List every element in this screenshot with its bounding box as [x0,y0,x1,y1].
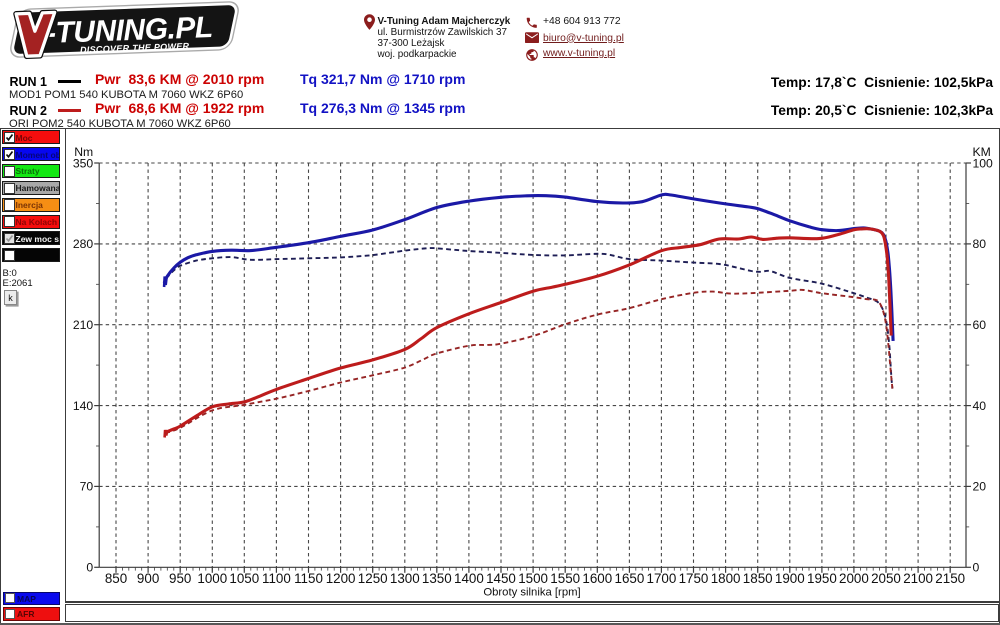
svg-text:1600: 1600 [582,571,612,586]
svg-text:1650: 1650 [615,571,645,586]
svg-text:1500: 1500 [518,571,548,586]
svg-text:2000: 2000 [839,571,869,586]
svg-text:1450: 1450 [486,571,516,586]
svg-text:1250: 1250 [358,571,388,586]
svg-text:900: 900 [137,571,159,586]
svg-text:100: 100 [973,156,994,170]
svg-text:1050: 1050 [229,571,259,586]
svg-text:60: 60 [973,318,987,332]
svg-text:1900: 1900 [775,571,805,586]
svg-text:1200: 1200 [326,571,356,586]
svg-text:1850: 1850 [743,571,773,586]
svg-text:1800: 1800 [711,571,741,586]
svg-text:20: 20 [973,480,987,494]
svg-text:950: 950 [169,571,191,586]
svg-text:70: 70 [80,480,94,494]
svg-text:1150: 1150 [294,571,323,586]
svg-text:2050: 2050 [871,571,901,586]
svg-text:Obroty silnika [rpm]: Obroty silnika [rpm] [483,587,580,599]
svg-text:1350: 1350 [422,571,452,586]
svg-text:2100: 2100 [903,571,933,586]
svg-text:2150: 2150 [935,571,965,586]
svg-text:140: 140 [73,399,94,413]
svg-text:1000: 1000 [197,571,227,586]
svg-text:80: 80 [973,237,987,251]
svg-text:1300: 1300 [390,571,420,586]
svg-text:350: 350 [73,156,94,170]
svg-text:KM: KM [973,145,991,159]
svg-text:1550: 1550 [550,571,580,586]
svg-text:1950: 1950 [807,571,837,586]
svg-text:1400: 1400 [454,571,484,586]
svg-text:Nm: Nm [74,145,93,159]
svg-text:0: 0 [86,561,93,575]
svg-text:850: 850 [105,571,127,586]
svg-text:0: 0 [973,561,980,575]
svg-text:1750: 1750 [679,571,709,586]
svg-text:40: 40 [973,399,987,413]
svg-text:210: 210 [73,318,94,332]
svg-text:1100: 1100 [262,571,291,586]
svg-text:280: 280 [73,237,94,251]
svg-text:1700: 1700 [647,571,677,586]
